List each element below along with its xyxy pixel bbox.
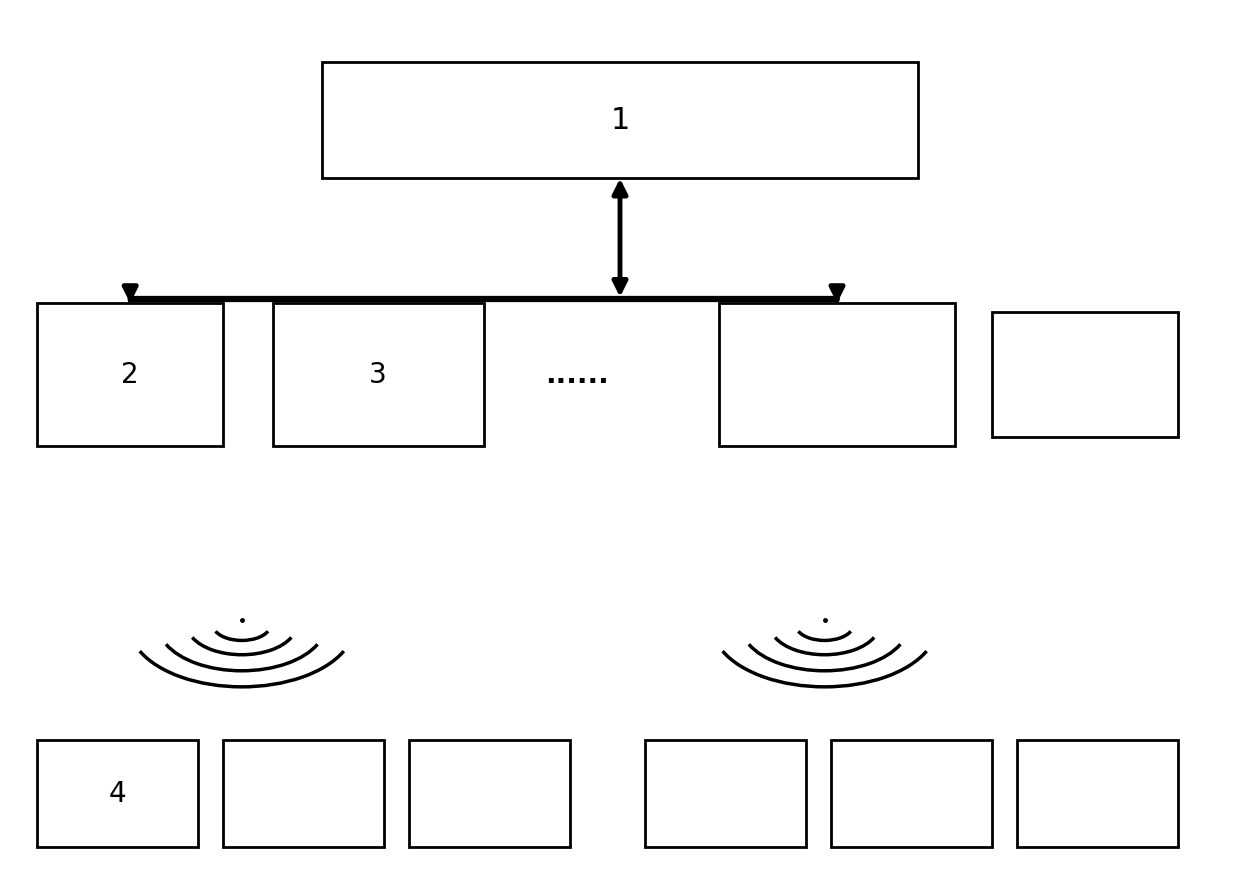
Bar: [223, 740, 384, 847]
Bar: [409, 740, 570, 847]
Bar: [831, 740, 992, 847]
Bar: [1017, 740, 1178, 847]
Bar: [992, 312, 1178, 437]
Bar: [322, 62, 918, 178]
Text: 1: 1: [610, 106, 630, 135]
Bar: [719, 303, 955, 446]
Bar: [645, 740, 806, 847]
Text: 3: 3: [370, 360, 387, 389]
Bar: [37, 740, 198, 847]
Bar: [273, 303, 484, 446]
Text: ......: ......: [544, 360, 609, 389]
Text: 4: 4: [109, 780, 126, 808]
Text: 2: 2: [122, 360, 139, 389]
Bar: [37, 303, 223, 446]
